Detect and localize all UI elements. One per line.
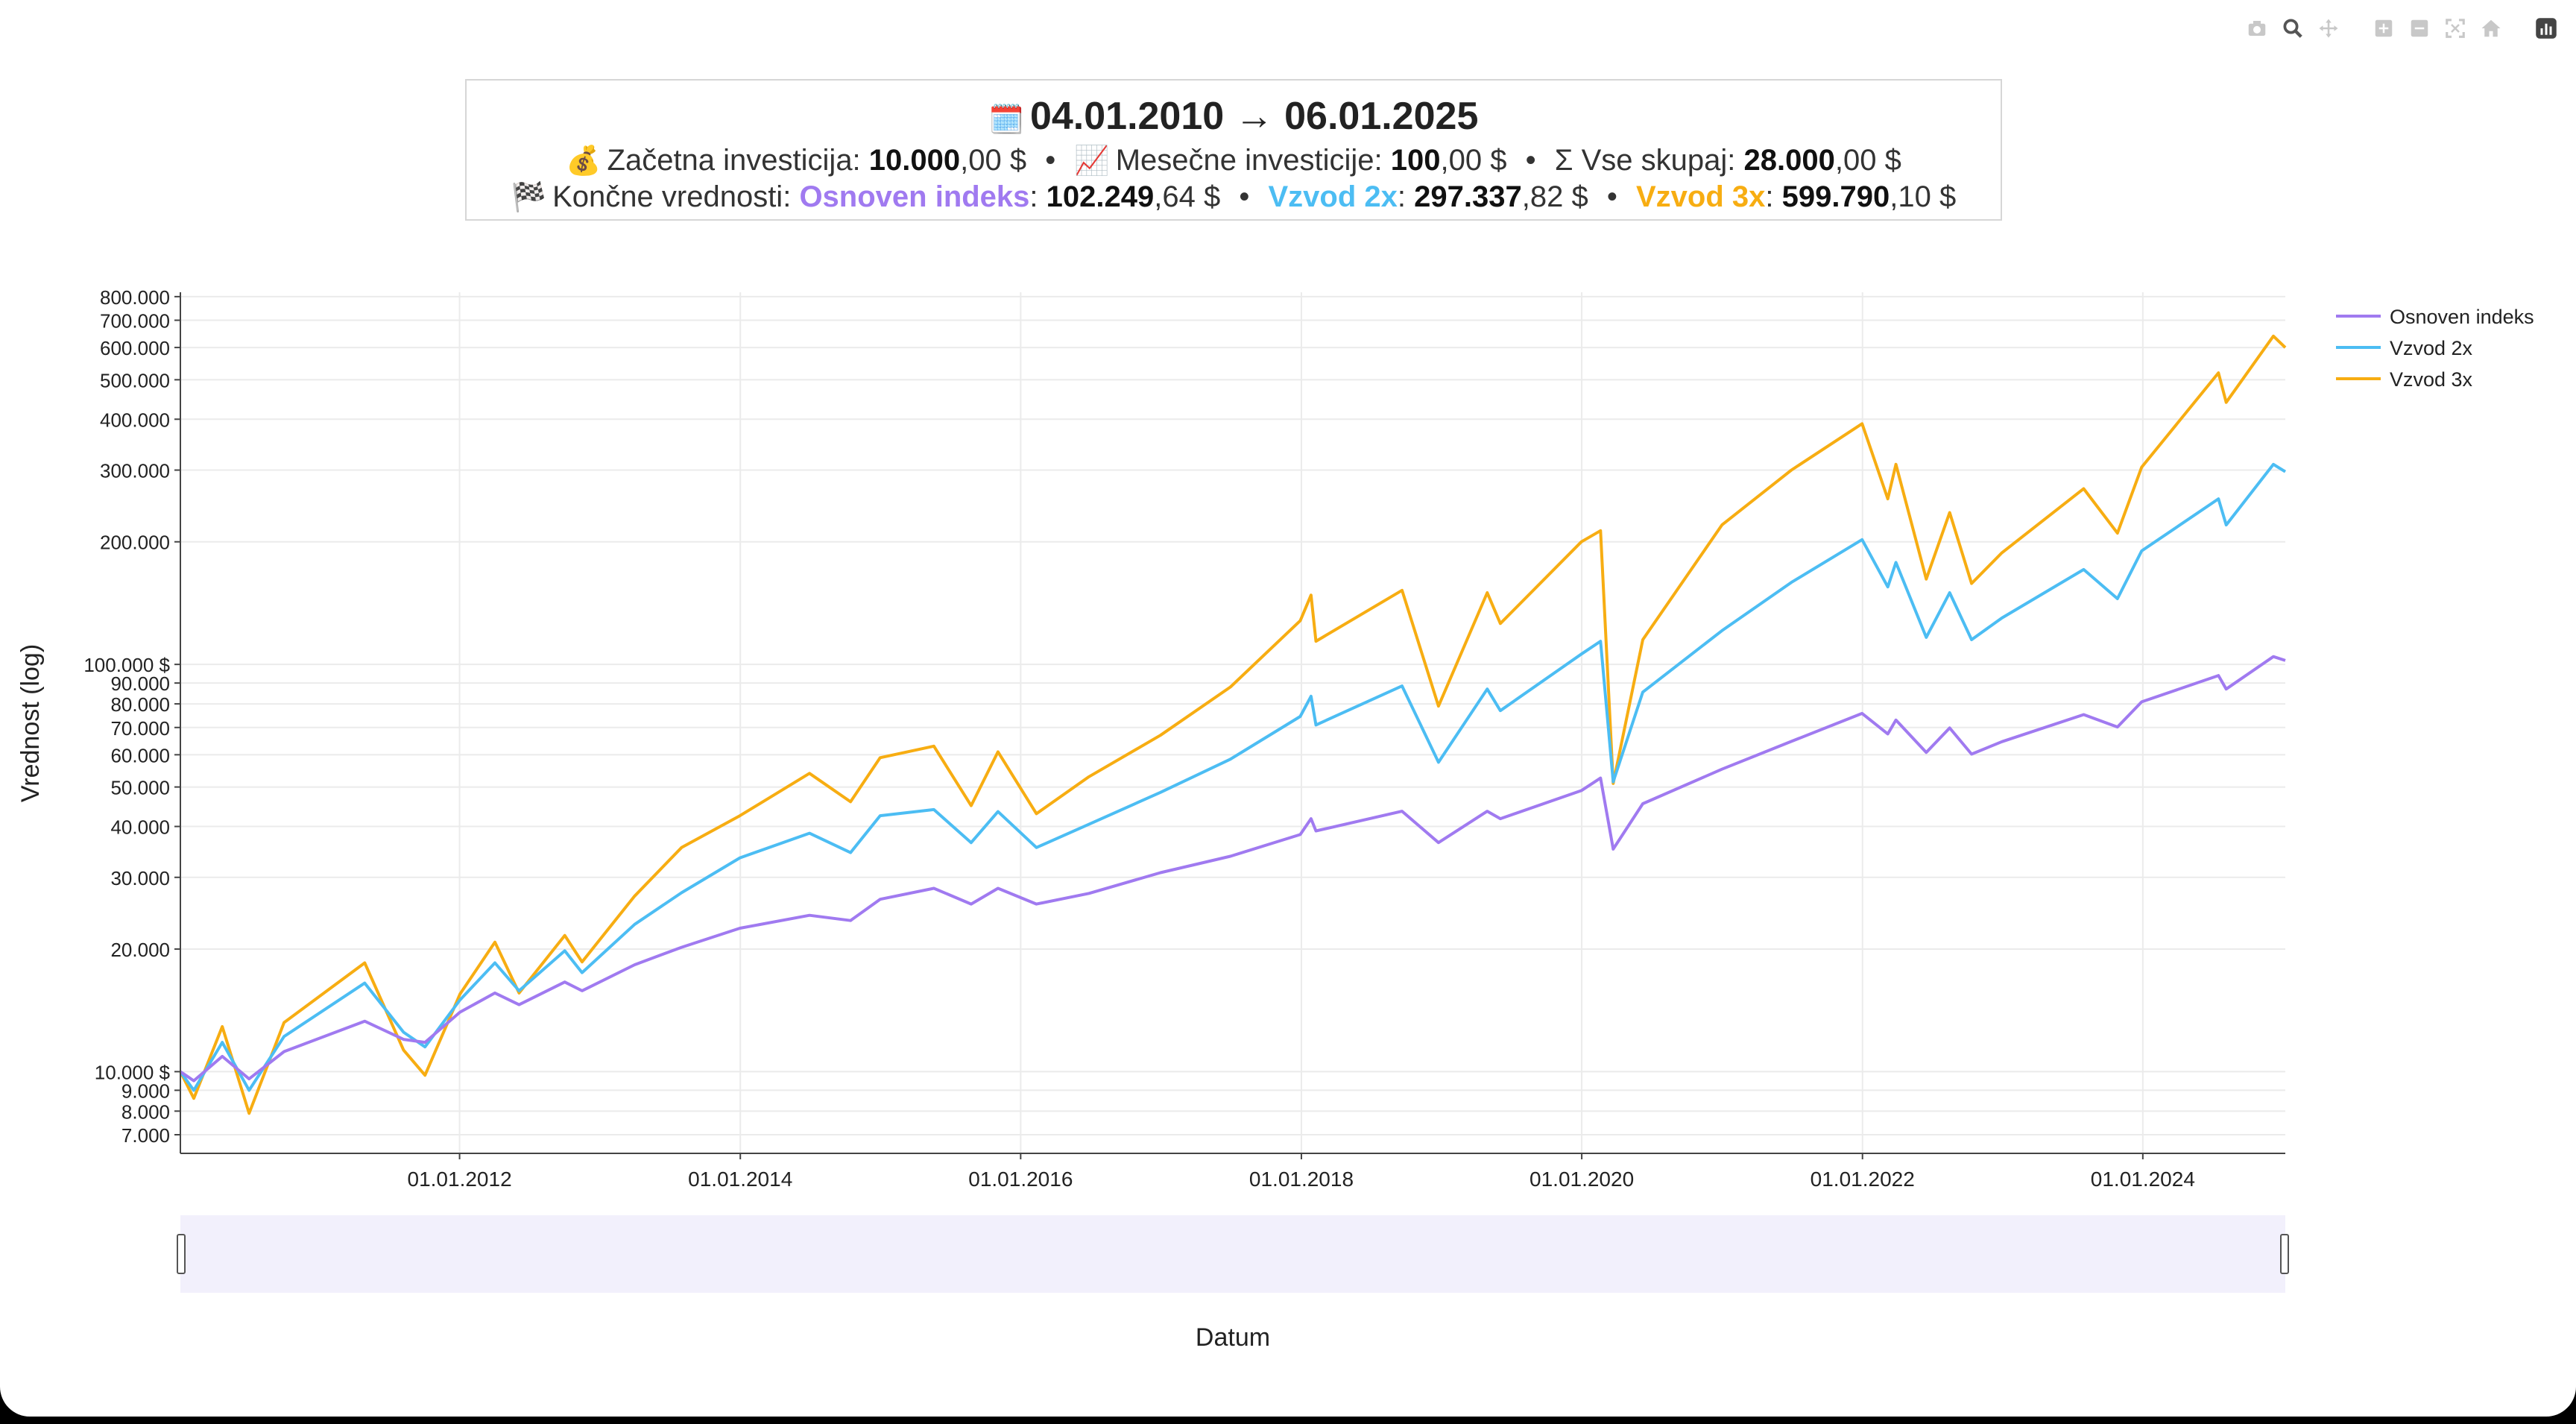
series-line-vzvod-2x[interactable]	[179, 462, 2287, 1092]
total-value: 28.000	[1743, 144, 1835, 177]
x-axis-title: Datum	[1196, 1323, 1270, 1352]
zoom-out-icon[interactable]	[2403, 13, 2436, 43]
colon: :	[1029, 180, 1038, 213]
y-tick-label: 40.000	[110, 816, 170, 839]
grid-lines	[180, 292, 2285, 1153]
x-tick-label: 01.01.2022	[1811, 1168, 1915, 1191]
summary-title: 🗓️ 04.01.2010 → 06.01.2025 💰 Začetna inves…	[465, 79, 2002, 221]
chart-up-icon: 📈	[1074, 145, 1110, 177]
y-tick-label: 30.000	[110, 867, 170, 889]
range-slider-handle-right[interactable]	[2280, 1234, 2289, 1274]
x-tick-label: 01.01.2012	[408, 1168, 512, 1191]
colon: :	[1397, 180, 1407, 213]
zoom-icon[interactable]	[2276, 13, 2309, 43]
y-tick-label: 500.000	[100, 369, 170, 391]
bullet: •	[1045, 144, 1056, 177]
series-line-osnoven-indeks[interactable]	[179, 655, 2286, 1083]
date-end: 06.01.2025	[1284, 95, 1479, 138]
final-label: Končne vrednosti:	[552, 180, 792, 213]
x-tick-labels: 01.01.2012 01.01.2014 01.01.2016 01.01.2018…	[408, 1153, 2195, 1191]
x-tick-label: 01.01.2024	[2091, 1168, 2195, 1191]
pan-icon[interactable]	[2312, 13, 2345, 43]
bullet: •	[1525, 144, 1536, 177]
y-tick-label: 300.000	[100, 460, 170, 482]
final-3x-rest: ,10 $	[1890, 180, 1957, 213]
final-base-name: Osnoven indeks	[799, 180, 1030, 213]
monthly-value: 100	[1390, 144, 1441, 177]
date-start: 04.01.2010	[1029, 95, 1225, 138]
x-tick-label: 01.01.2016	[968, 1168, 1073, 1191]
y-tick-label: 8.000	[121, 1100, 170, 1123]
x-tick-label: 01.01.2018	[1249, 1168, 1354, 1191]
legend-item[interactable]: Osnoven indeks	[2336, 306, 2534, 328]
initial-value-rest: ,00 $	[960, 144, 1027, 177]
final-3x-value: 599.790	[1781, 180, 1890, 213]
calendar-icon: 🗓️	[988, 104, 1024, 136]
autoscale-icon[interactable]	[2439, 13, 2472, 43]
zoom-in-icon[interactable]	[2367, 13, 2400, 43]
y-tick-label: 80.000	[110, 693, 170, 716]
final-values-line: 🏁 Končne vrednosti: Osnoven indeks: 102.2…	[467, 179, 2001, 215]
y-tick-label: 60.000	[110, 744, 170, 766]
legend-label: Vzvod 2x	[2390, 337, 2473, 359]
range-slider-track[interactable]	[180, 1215, 2285, 1293]
legend-item[interactable]: Vzvod 2x	[2336, 337, 2473, 359]
legend[interactable]: Osnoven indeks Vzvod 2x Vzvod 3x	[2336, 306, 2534, 391]
checkered-flag-icon: 🏁	[511, 182, 547, 213]
camera-icon[interactable]	[2241, 13, 2273, 43]
plot-modebar	[2241, 13, 2563, 43]
final-base-value: 102.249	[1046, 180, 1155, 213]
y-tick-label: 9.000	[121, 1080, 170, 1102]
y-tick-label: 200.000	[100, 532, 170, 554]
money-bag-icon: 💰	[566, 145, 602, 177]
y-tick-label: 50.000	[110, 777, 170, 799]
bullet: •	[1239, 180, 1250, 213]
legend-item[interactable]: Vzvod 3x	[2336, 368, 2473, 391]
investment-line: 💰 Začetna investicija: 10.000,00 $ • 📈 Mes…	[467, 142, 2001, 179]
final-base-rest: ,64 $	[1154, 180, 1221, 213]
y-tick-label: 90.000	[110, 672, 170, 695]
legend-label: Osnoven indeks	[2390, 306, 2534, 328]
y-tick-label: 400.000	[100, 409, 170, 431]
final-2x-value: 297.337	[1414, 180, 1522, 213]
y-axis-title: Vrednost (log)	[16, 644, 45, 802]
date-range: 🗓️ 04.01.2010 → 06.01.2025	[467, 94, 2001, 142]
initial-value: 10.000	[868, 144, 961, 177]
final-2x-name: Vzvod 2x	[1268, 180, 1398, 213]
total-label: Σ Vse skupaj:	[1554, 144, 1736, 177]
range-slider[interactable]	[177, 1215, 2289, 1293]
x-tick-label: 01.01.2020	[1530, 1168, 1634, 1191]
arrow-icon: →	[1234, 95, 1274, 138]
legend-label: Vzvod 3x	[2390, 368, 2473, 391]
bullet: •	[1606, 180, 1617, 213]
total-value-rest: ,00 $	[1834, 144, 1901, 177]
final-2x-rest: ,82 $	[1521, 180, 1588, 213]
x-tick-label: 01.01.2014	[688, 1168, 792, 1191]
range-slider-handle-left[interactable]	[177, 1234, 186, 1274]
initial-label: Začetna investicija:	[607, 144, 861, 177]
y-tick-label: 20.000	[110, 939, 170, 961]
y-tick-label: 600.000	[100, 337, 170, 359]
monthly-label: Mesečne investicije:	[1115, 144, 1383, 177]
y-tick-label: 70.000	[110, 717, 170, 740]
plotly-logo-icon[interactable]	[2530, 13, 2563, 43]
y-tick-label: 100.000 $	[83, 654, 170, 676]
colon: :	[1765, 180, 1774, 213]
series-line-vzvod-3x[interactable]	[179, 334, 2287, 1115]
y-tick-label: 10.000 $	[95, 1061, 171, 1083]
y-tick-label: 700.000	[100, 310, 170, 333]
y-tick-label: 7.000	[121, 1124, 170, 1147]
monthly-value-rest: ,00 $	[1440, 144, 1507, 177]
series-lines[interactable]	[179, 334, 2287, 1115]
final-3x-name: Vzvod 3x	[1635, 180, 1766, 213]
y-tick-label: 800.000	[100, 286, 170, 309]
reset-axes-icon[interactable]	[2475, 13, 2507, 43]
